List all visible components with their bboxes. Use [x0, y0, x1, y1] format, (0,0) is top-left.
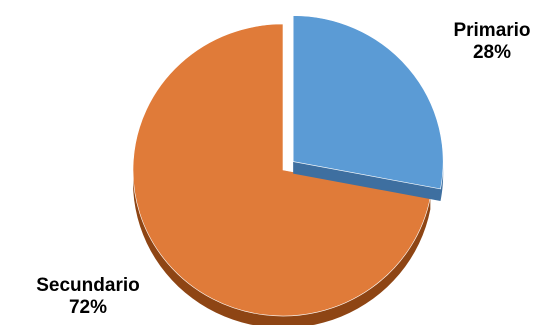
- slice-percent-secundario: 72%: [68, 297, 108, 318]
- pie-slice-primario: [292, 15, 444, 190]
- pie-slice-secundario: [132, 23, 431, 317]
- pie-slice-cut-primario: [293, 161, 441, 201]
- slice-name-secundario: Secundario: [36, 275, 140, 296]
- slice-name-primario: Primario: [453, 20, 531, 41]
- slice-percent-primario: 28%: [472, 42, 512, 63]
- slice-label-primario: Primario 28%: [436, 20, 548, 64]
- slice-label-secundario: Secundario 72%: [14, 275, 162, 319]
